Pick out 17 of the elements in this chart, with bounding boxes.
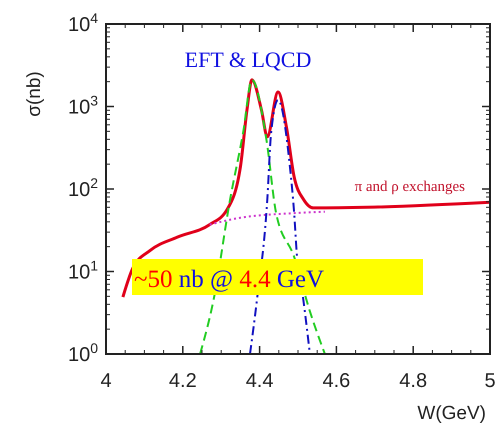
x-tick-label: 4 (100, 370, 112, 392)
annotation: π and ρ exchanges (354, 179, 466, 195)
y-tick-label: 10$^{3}$ (68, 92, 98, 118)
y-tick-label: 10$^{1}$ (68, 258, 98, 284)
y-tick-label: 10$^{4}$ (68, 10, 98, 36)
x-tick-label: 4.4 (246, 370, 274, 392)
annotation: ~50 nb @ 4.4 GeV (134, 266, 324, 293)
line-series (208, 210, 326, 226)
x-tick-label: 5 (484, 370, 496, 392)
y-tick-label: 10$^{2}$ (68, 175, 98, 201)
x-axis-title: W(GeV) (417, 403, 486, 424)
x-tick-label: 4.2 (168, 370, 197, 392)
y-tick-label: 10$^{0}$ (68, 340, 98, 366)
x-tick-label: 4.6 (322, 370, 350, 392)
y-axis-title: σ(nb) (24, 71, 45, 117)
annotation: EFT & LQCD (184, 47, 312, 72)
x-tick-label: 4.8 (399, 370, 428, 392)
